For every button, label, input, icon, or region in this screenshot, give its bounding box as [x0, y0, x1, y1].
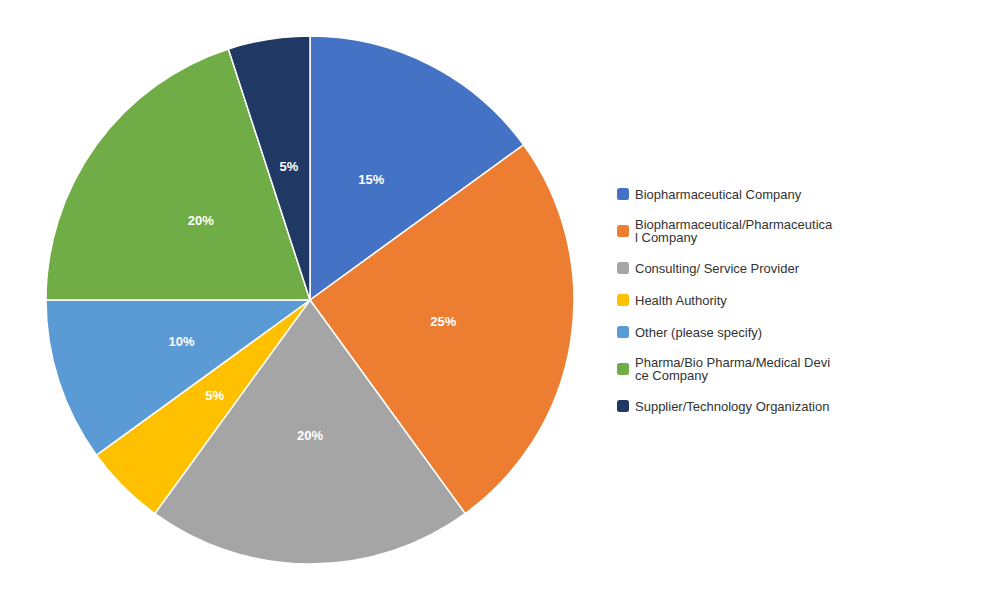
- svg-text:Biopharmaceutical/Pharmaceutic: Biopharmaceutical/Pharmaceutica: [635, 217, 833, 232]
- svg-text:Health Authority: Health Authority: [635, 293, 727, 308]
- svg-text:l Company: l Company: [635, 230, 698, 245]
- svg-text:15%: 15%: [358, 172, 384, 187]
- svg-text:Other (please specify): Other (please specify): [635, 325, 762, 340]
- svg-text:20%: 20%: [188, 213, 214, 228]
- svg-text:Consulting/ Service Provider: Consulting/ Service Provider: [635, 261, 800, 276]
- svg-text:10%: 10%: [169, 334, 195, 349]
- svg-text:25%: 25%: [430, 314, 456, 329]
- svg-text:Pharma/Bio Pharma/Medical Devi: Pharma/Bio Pharma/Medical Devi: [635, 355, 831, 370]
- svg-text:Biopharmaceutical Company: Biopharmaceutical Company: [635, 187, 802, 202]
- svg-text:5%: 5%: [205, 388, 224, 403]
- svg-text:5%: 5%: [279, 159, 298, 174]
- svg-text:Supplier/Technology Organizati: Supplier/Technology Organization: [635, 399, 829, 414]
- svg-text:20%: 20%: [297, 428, 323, 443]
- svg-text:ce Company: ce Company: [635, 368, 708, 383]
